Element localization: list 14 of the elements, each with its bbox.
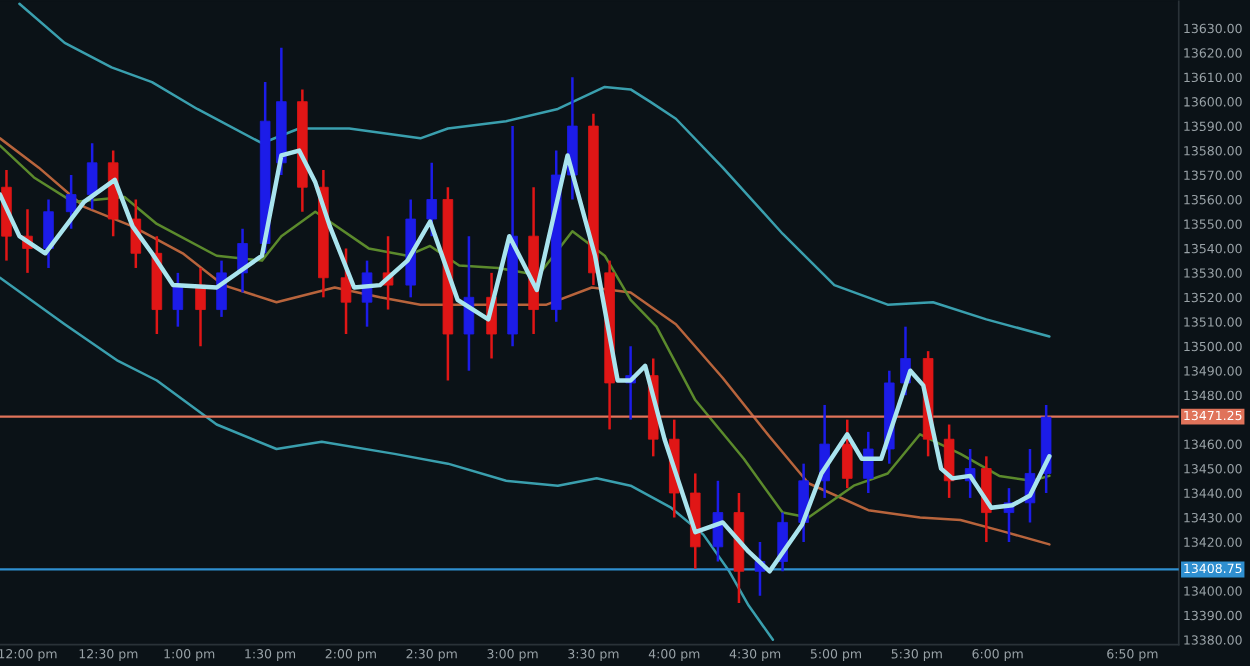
candlestick <box>712 479 724 563</box>
candlestick <box>43 198 54 270</box>
line-series <box>18 2 1051 338</box>
candlestick <box>943 423 955 500</box>
candlestick <box>86 141 98 211</box>
candlestick <box>842 418 853 490</box>
line-series <box>0 276 775 642</box>
candlestick <box>361 259 373 328</box>
candlestick <box>65 173 77 231</box>
candlestick <box>863 430 874 495</box>
candlestick <box>172 271 184 328</box>
candlestick <box>463 234 475 372</box>
candlestick <box>426 161 437 238</box>
candlestick <box>340 247 352 336</box>
